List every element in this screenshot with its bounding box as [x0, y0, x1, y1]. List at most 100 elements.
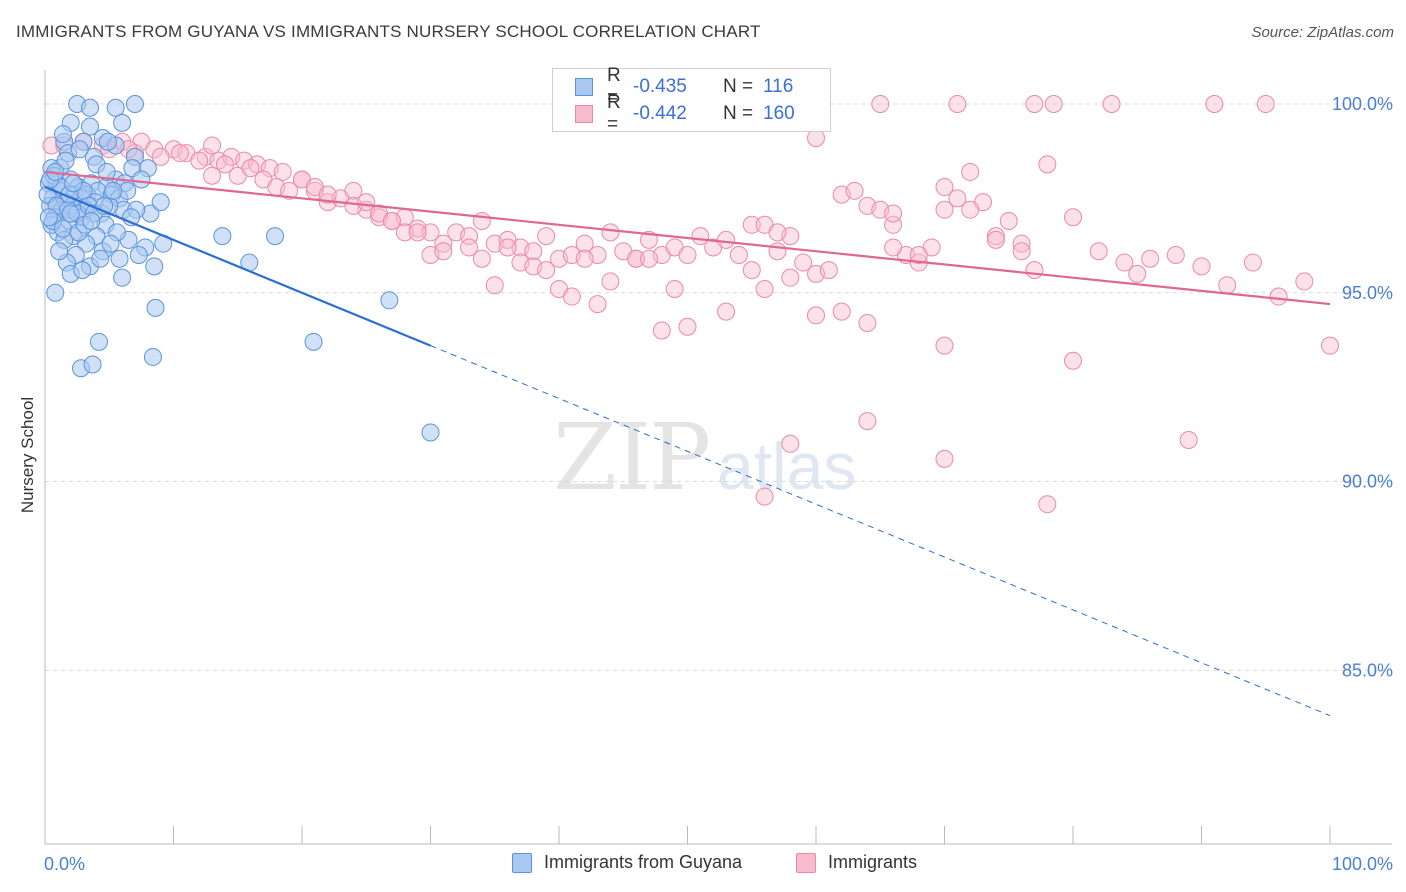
r-label: R = [607, 92, 621, 135]
immigrants-point [935, 200, 954, 219]
immigrants-point [215, 155, 234, 174]
immigrants-point [832, 302, 851, 321]
guyana-point [146, 298, 165, 317]
immigrants-point [1025, 261, 1044, 280]
immigrants-point [807, 128, 825, 147]
immigrants-point [1321, 336, 1339, 355]
immigrants-point [203, 166, 222, 185]
immigrants-point [1179, 431, 1198, 450]
immigrants-point [203, 136, 222, 155]
legend-item-guyana[interactable]: Immigrants from Guyana [512, 852, 742, 873]
immigrants-point [434, 234, 453, 253]
guyana-point [129, 246, 148, 265]
y-tick-label: 85.0% [1342, 660, 1393, 680]
immigrants-point [935, 449, 954, 468]
immigrants-point [742, 215, 761, 234]
immigrants-point [1038, 495, 1057, 514]
guyana-point [39, 208, 58, 227]
immigrants-point [1141, 249, 1160, 268]
immigrants-point [948, 189, 967, 208]
x-tick-label-right: 100.0% [1332, 854, 1393, 874]
immigrants-point [318, 185, 337, 204]
immigrants-point [485, 276, 504, 295]
immigrants-point [170, 144, 189, 163]
immigrants-point [273, 162, 292, 181]
immigrants-point [986, 227, 1005, 246]
immigrants-point [665, 279, 684, 298]
immigrants-swatch-icon [575, 105, 593, 123]
immigrants-point [1295, 272, 1314, 291]
guyana-point [145, 257, 164, 276]
source-label: Source: ZipAtlas.com [1251, 24, 1394, 41]
guyana-point [110, 249, 129, 268]
guyana-point [83, 355, 102, 374]
immigrants-point [588, 295, 607, 314]
y-tick-label: 100.0% [1332, 94, 1393, 114]
n-value: 116 [763, 76, 794, 97]
immigrants-point [562, 287, 581, 306]
immigrants-point [999, 212, 1018, 231]
guyana-point [113, 268, 132, 287]
guyana-point [70, 140, 89, 159]
legend-item-immigrants[interactable]: Immigrants [796, 852, 917, 873]
r-value: -0.435 [633, 76, 687, 97]
immigrants-point [151, 147, 170, 166]
guyana-point [101, 234, 120, 253]
immigrants-point [190, 151, 209, 170]
immigrants-point [1102, 94, 1121, 113]
guyana-point [143, 347, 162, 366]
guyana-point [104, 181, 123, 200]
guyana-point [421, 423, 440, 442]
immigrants-point [344, 181, 363, 200]
guyana-point [53, 219, 72, 238]
guyana-trend-line [44, 186, 431, 347]
immigrants-point [1218, 276, 1237, 295]
immigrants-point [858, 313, 877, 332]
guyana-trend-extension [430, 345, 1331, 717]
immigrants-point [382, 212, 401, 231]
immigrants-point [1192, 257, 1211, 276]
immigrants-point [781, 434, 800, 453]
immigrants-point [678, 246, 697, 265]
immigrants-point [395, 223, 414, 242]
stats-legend: R = -0.435 N = 116 R = -0.442 N = 160 [552, 65, 831, 135]
guyana-point [50, 242, 69, 261]
immigrants-point [575, 249, 594, 268]
immigrants-point [408, 223, 427, 242]
guyana-point [125, 94, 144, 113]
guyana-point [80, 117, 99, 136]
chart-title: IMMIGRANTS FROM GUYANA VS IMMIGRANTS NUR… [16, 22, 761, 41]
immigrants-point [807, 306, 825, 325]
immigrants-point [1012, 234, 1031, 253]
immigrants-point [1025, 94, 1044, 113]
immigrants-point [961, 200, 980, 219]
stats-legend-row-immigrants: R = -0.442 N = 160 [575, 92, 795, 135]
immigrants-point [145, 140, 164, 159]
immigrants-point [871, 94, 890, 113]
immigrants-point [1089, 242, 1108, 261]
immigrants-point [639, 249, 658, 268]
immigrants-point [472, 212, 491, 231]
guyana-point [304, 332, 323, 351]
immigrants-point [601, 223, 620, 242]
immigrants-legend-swatch-icon [796, 852, 816, 873]
guyana-point [61, 204, 80, 223]
immigrants-point [639, 230, 658, 249]
guyana-point [98, 132, 117, 151]
legend-label-immigrants: Immigrants [828, 852, 918, 872]
guyana-point [97, 162, 116, 181]
guyana-point [213, 227, 232, 246]
immigrants-point [858, 412, 877, 431]
guyana-point [73, 261, 92, 280]
x-tick-label-left: 0.0% [44, 854, 85, 874]
immigrants-point [1064, 351, 1082, 370]
y-tick-label: 90.0% [1342, 472, 1393, 492]
immigrants-point [652, 321, 671, 340]
guyana-point [82, 212, 101, 231]
immigrants-point [961, 162, 980, 181]
immigrants-point [472, 249, 491, 268]
guyana-point [132, 170, 151, 189]
immigrants-point [1166, 246, 1185, 265]
guyana-point [266, 227, 285, 246]
immigrants-point [729, 246, 748, 265]
